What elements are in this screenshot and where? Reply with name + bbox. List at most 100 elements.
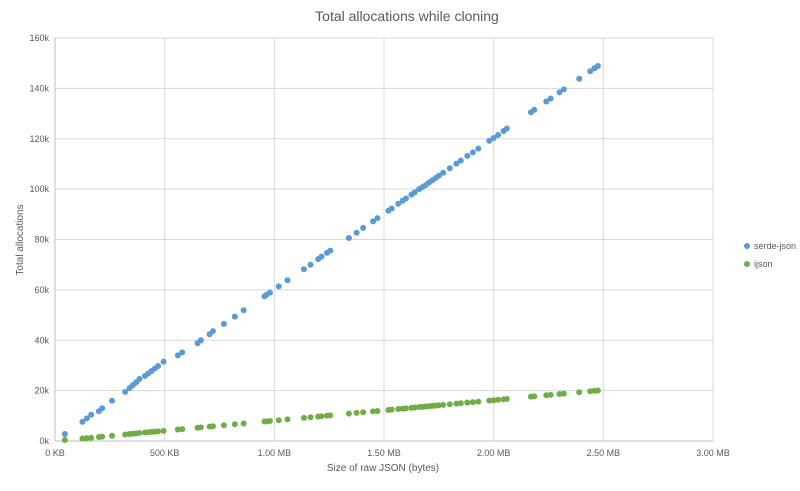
data-point-serde-json <box>160 358 167 365</box>
data-point-ijson <box>266 417 273 424</box>
data-point-ijson <box>587 388 594 395</box>
y-tick-label: 40k <box>34 335 49 345</box>
data-point-serde-json <box>370 218 377 225</box>
data-point-serde-json <box>284 277 291 284</box>
y-tick-label: 140k <box>29 83 49 93</box>
x-axis-title: Size of raw JSON (bytes) <box>327 463 439 474</box>
data-point-serde-json <box>560 86 567 93</box>
x-tick-label: 2.50 MB <box>587 448 621 458</box>
x-tick-label: 1.50 MB <box>367 448 401 458</box>
data-point-serde-json <box>490 134 497 141</box>
data-point-serde-json <box>327 247 334 254</box>
data-point-serde-json <box>457 157 464 164</box>
data-point-ijson <box>220 422 227 429</box>
data-point-serde-json <box>240 307 247 314</box>
y-tick-label: 160k <box>29 33 49 43</box>
data-point-ijson <box>174 426 181 433</box>
data-point-serde-json <box>556 89 563 96</box>
data-point-serde-json <box>155 362 162 369</box>
data-point-ijson <box>495 396 502 403</box>
y-tick-label: 20k <box>34 386 49 396</box>
data-point-serde-json <box>109 397 116 404</box>
data-point-ijson <box>486 397 493 404</box>
data-point-ijson <box>284 416 291 423</box>
data-point-serde-json <box>61 430 68 437</box>
y-tick-label: 0k <box>39 436 49 446</box>
data-point-serde-json <box>275 283 282 290</box>
data-point-ijson <box>79 435 86 442</box>
data-point-ijson <box>411 404 418 411</box>
data-point-serde-json <box>464 152 471 159</box>
legend-label: serde-json <box>754 241 796 251</box>
data-point-serde-json <box>469 149 476 156</box>
data-point-ijson <box>446 401 453 408</box>
y-tick-label: 60k <box>34 285 49 295</box>
data-point-serde-json <box>353 229 360 236</box>
data-point-ijson <box>83 435 90 442</box>
x-tick-label: 0 KB <box>45 448 65 458</box>
axes <box>54 38 713 442</box>
data-point-ijson <box>360 409 367 416</box>
series-serde-json <box>61 62 601 437</box>
data-point-ijson <box>99 433 106 440</box>
data-point-ijson <box>122 431 129 438</box>
data-point-serde-json <box>475 145 482 152</box>
data-point-ijson <box>440 401 447 408</box>
data-points <box>61 62 601 443</box>
data-point-ijson <box>179 426 186 433</box>
grid-lines <box>55 37 714 441</box>
data-point-ijson <box>457 400 464 407</box>
data-point-serde-json <box>388 205 395 212</box>
data-point-ijson <box>327 412 334 419</box>
data-point-serde-json <box>122 388 129 395</box>
data-point-ijson <box>503 395 510 402</box>
data-point-ijson <box>556 391 563 398</box>
data-point-ijson <box>435 402 442 409</box>
data-point-serde-json <box>360 224 367 231</box>
legend-marker <box>744 261 750 267</box>
data-point-serde-json <box>547 95 554 102</box>
data-point-serde-json <box>220 320 227 327</box>
data-point-serde-json <box>231 313 238 320</box>
data-point-serde-json <box>411 189 418 196</box>
data-point-serde-json <box>395 200 402 207</box>
data-point-ijson <box>469 399 476 406</box>
chart-title: Total allocations while cloning <box>315 8 499 24</box>
series-ijson <box>61 387 601 443</box>
data-point-serde-json <box>345 234 352 241</box>
data-point-serde-json <box>486 137 493 144</box>
data-point-ijson <box>231 421 238 428</box>
data-point-ijson <box>345 410 352 417</box>
y-axis-ticks: 0k 20k 40k 60k 80k 100k 120k 140k 160k <box>29 33 49 446</box>
data-point-ijson <box>197 424 204 431</box>
data-point-serde-json <box>440 169 447 176</box>
data-point-serde-json <box>576 75 583 82</box>
data-point-serde-json <box>174 352 181 359</box>
y-axis-title: Total allocations <box>15 204 26 275</box>
legend-label: ijson <box>754 259 773 269</box>
data-point-serde-json <box>307 261 314 268</box>
data-point-ijson <box>547 391 554 398</box>
data-point-ijson <box>543 392 550 399</box>
data-point-serde-json <box>300 266 307 273</box>
data-point-ijson <box>388 406 395 413</box>
data-point-ijson <box>155 428 162 435</box>
data-point-serde-json <box>543 98 550 105</box>
data-point-serde-json <box>83 415 90 422</box>
data-point-ijson <box>594 387 601 394</box>
data-point-ijson <box>370 408 377 415</box>
data-point-serde-json <box>99 405 106 412</box>
data-point-ijson <box>136 429 143 436</box>
x-tick-label: 2.00 MB <box>477 448 511 458</box>
data-point-serde-json <box>594 62 601 69</box>
data-point-serde-json <box>136 376 143 383</box>
data-point-serde-json <box>197 337 204 344</box>
data-point-serde-json <box>435 172 442 179</box>
data-point-ijson <box>160 427 167 434</box>
y-tick-label: 80k <box>34 235 49 245</box>
x-tick-label: 500 KB <box>150 448 180 458</box>
data-point-serde-json <box>266 289 273 296</box>
data-point-serde-json <box>503 125 510 132</box>
